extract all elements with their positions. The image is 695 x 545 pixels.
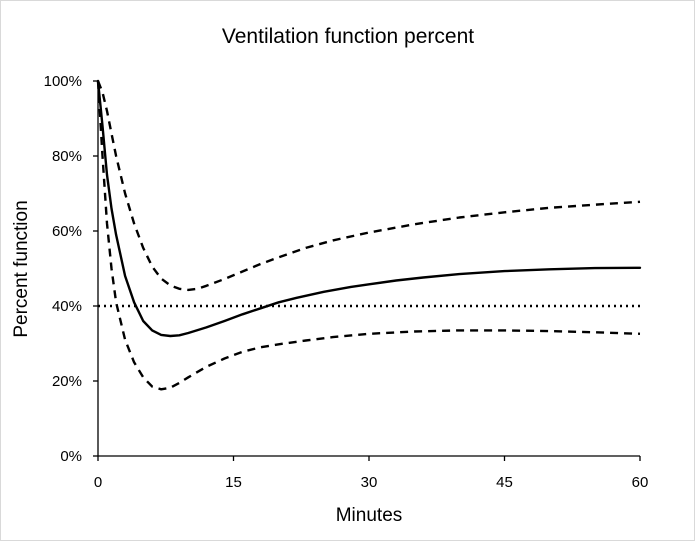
series-line-1	[96, 79, 642, 338]
y-tick-label: 100%	[44, 73, 82, 90]
x-tick-label: 15	[225, 474, 242, 491]
y-tick-label: 40%	[52, 298, 82, 315]
y-axis-title: Percent function	[11, 200, 32, 337]
y-tick-label: 0%	[60, 448, 82, 465]
y-tick-label: 60%	[52, 223, 82, 240]
y-tick-label: 20%	[52, 373, 82, 390]
series-line-3	[96, 80, 641, 391]
series-layer	[96, 79, 642, 391]
x-tick-label: 45	[496, 474, 513, 491]
x-tick-label: 0	[94, 474, 102, 491]
x-ticks: 0 15 30 45 60	[94, 456, 649, 491]
series-line-2	[96, 80, 641, 292]
x-tick-label: 60	[632, 474, 649, 491]
chart-title: Ventilation function percent	[222, 25, 474, 48]
x-tick-label: 30	[361, 474, 378, 491]
y-tick-label: 80%	[52, 148, 82, 165]
x-axis-title: Minutes	[336, 505, 403, 526]
y-ticks: 0% 20% 40% 60% 80% 100%	[44, 73, 98, 465]
